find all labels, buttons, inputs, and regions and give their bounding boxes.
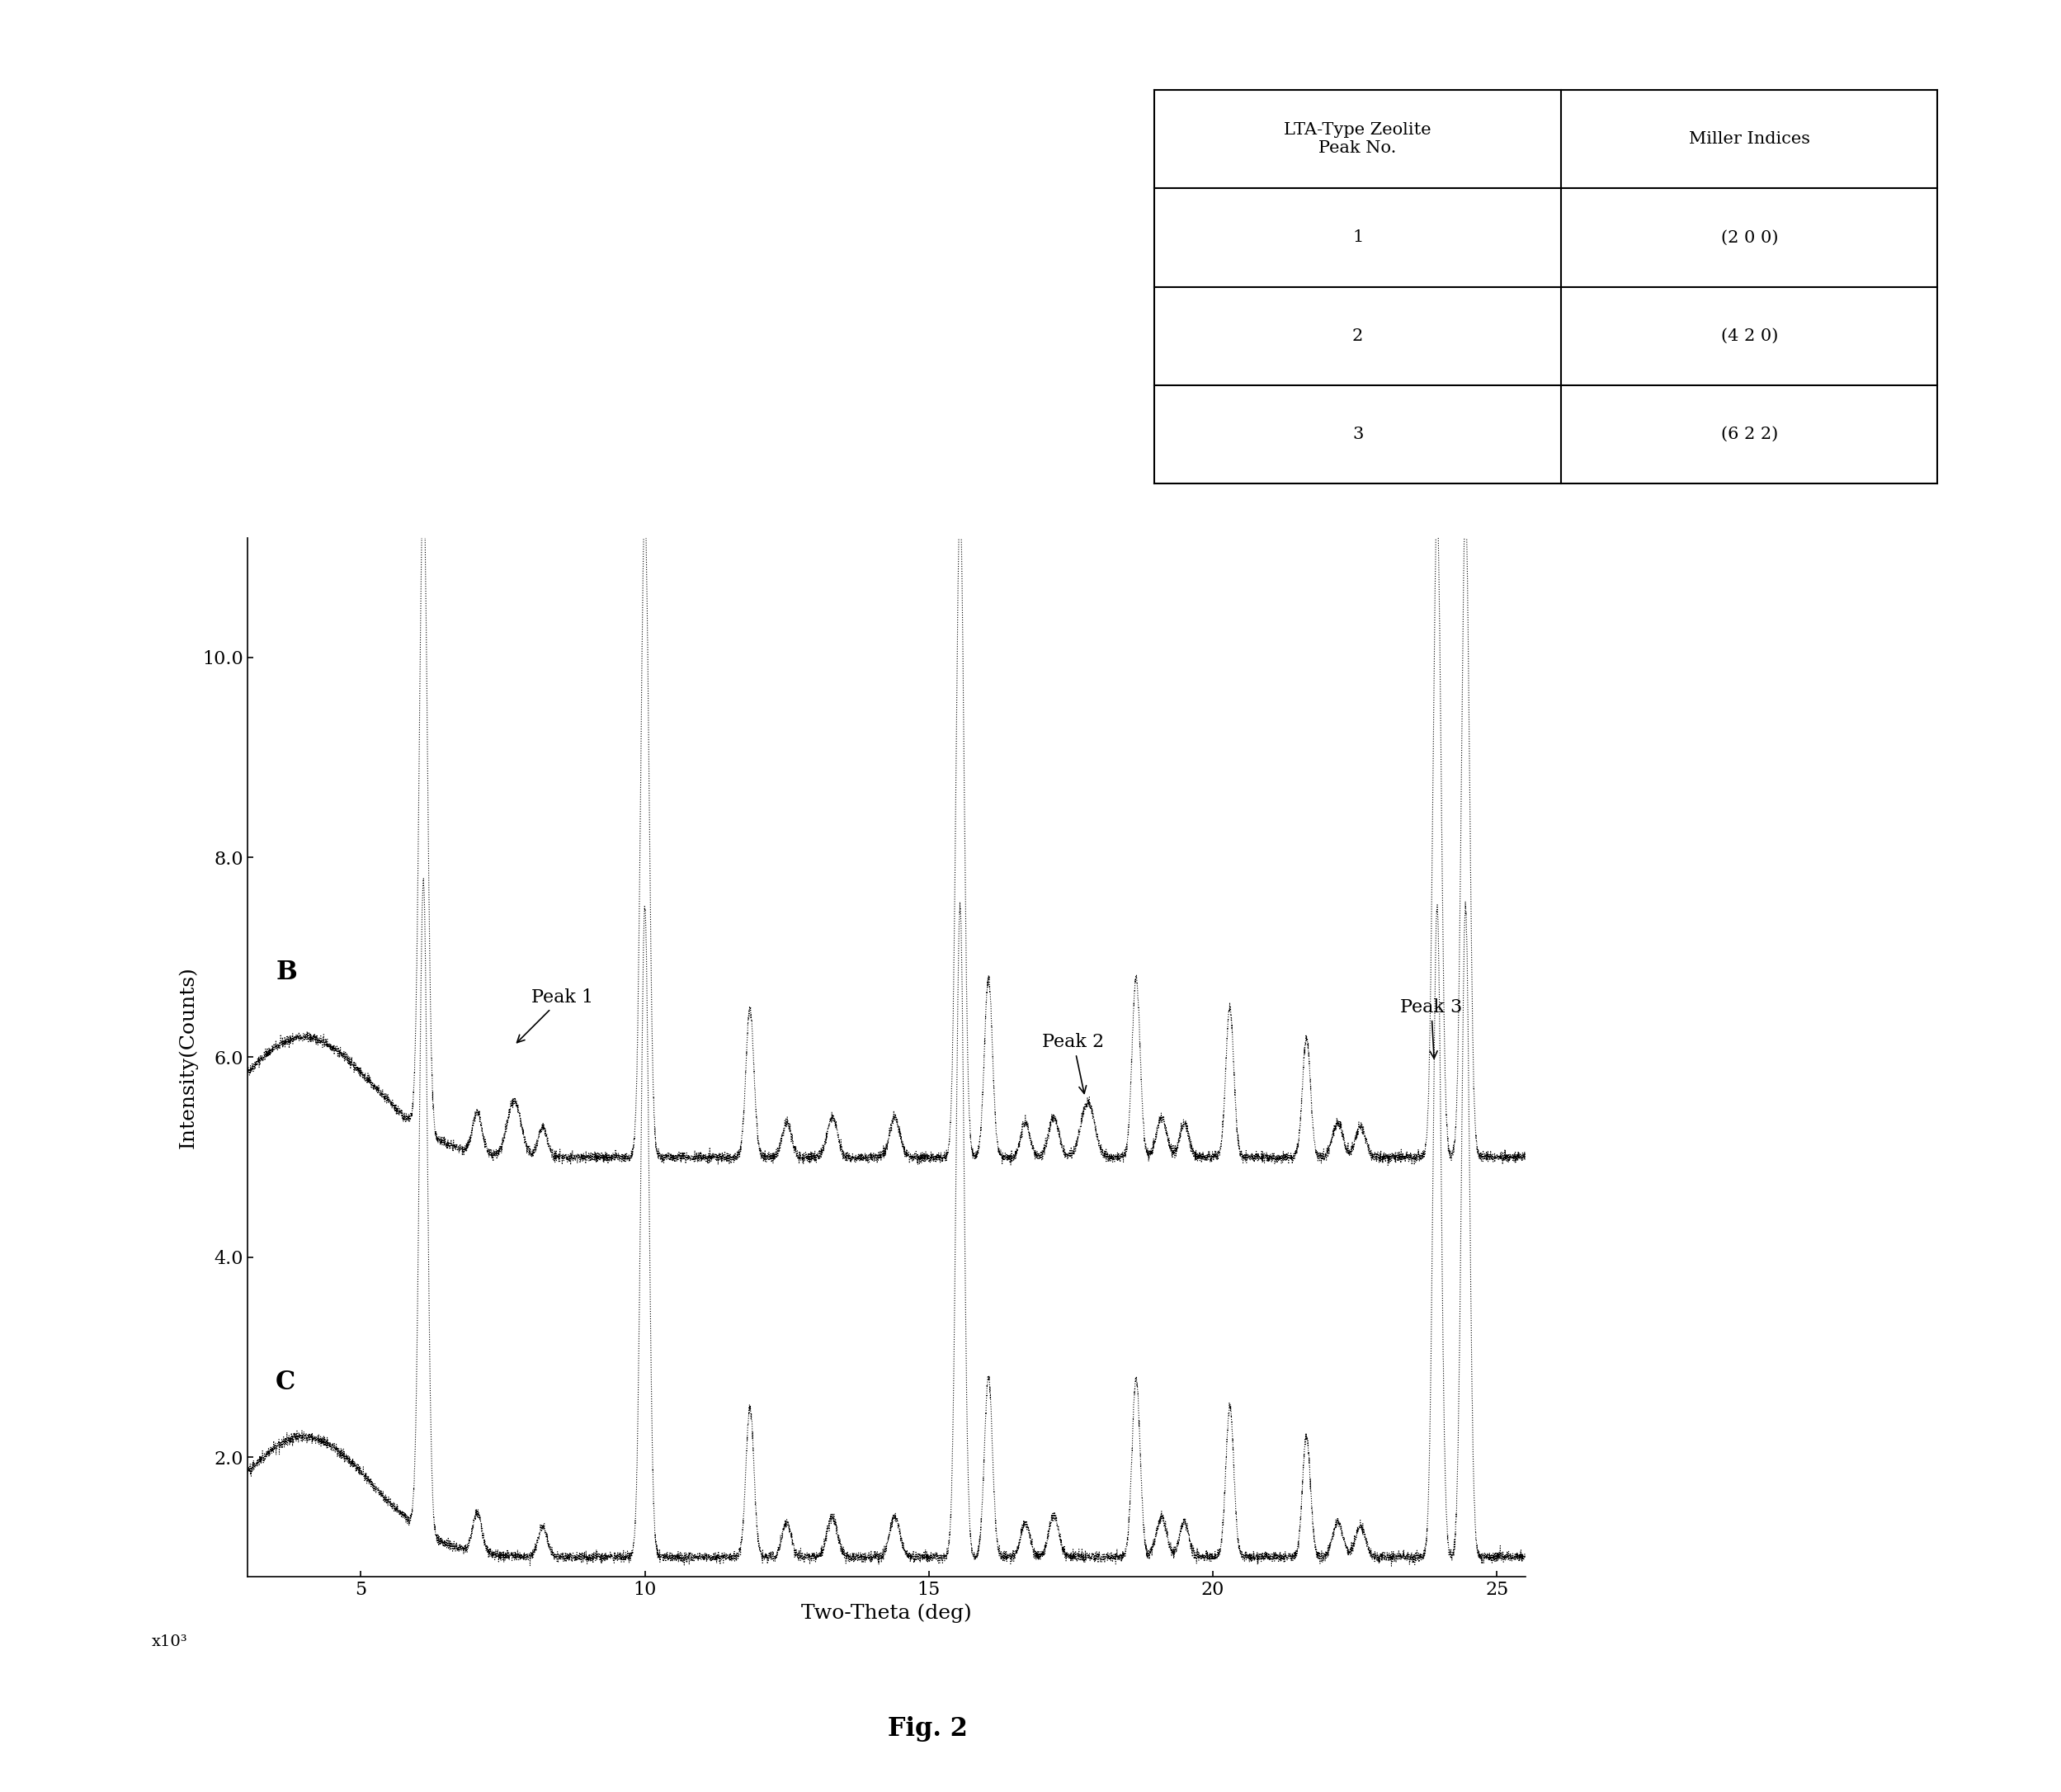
Text: Miller Indices: Miller Indices xyxy=(1688,131,1810,147)
Text: LTA-Type Zeolite
Peak No.: LTA-Type Zeolite Peak No. xyxy=(1284,122,1432,156)
Text: x10³: x10³ xyxy=(153,1634,188,1649)
Text: (4 2 0): (4 2 0) xyxy=(1721,328,1779,344)
Text: Peak 3: Peak 3 xyxy=(1399,998,1463,1059)
Y-axis label: Intensity(Counts): Intensity(Counts) xyxy=(177,966,198,1149)
Text: Peak 1: Peak 1 xyxy=(517,989,594,1043)
Text: C: C xyxy=(276,1369,295,1394)
Text: (6 2 2): (6 2 2) xyxy=(1721,426,1779,443)
Text: Fig. 2: Fig. 2 xyxy=(888,1717,967,1742)
Text: (2 0 0): (2 0 0) xyxy=(1721,229,1779,246)
Text: 2: 2 xyxy=(1352,328,1362,344)
Text: B: B xyxy=(276,959,297,986)
Text: 1: 1 xyxy=(1352,229,1362,246)
Text: Peak 2: Peak 2 xyxy=(1043,1034,1105,1093)
Text: 3: 3 xyxy=(1352,426,1362,443)
X-axis label: Two-Theta (deg): Two-Theta (deg) xyxy=(802,1604,971,1624)
